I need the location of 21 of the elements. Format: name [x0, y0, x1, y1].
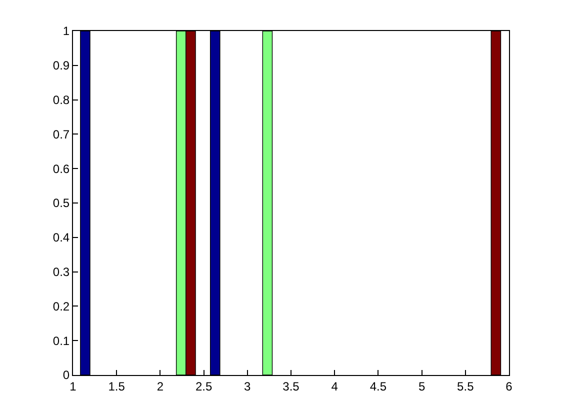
x-tick-label: 2	[156, 379, 164, 394]
x-tick-label: 3	[244, 379, 252, 394]
y-tick-label: 0.1	[52, 334, 70, 348]
x-tick-label: 5	[418, 379, 426, 394]
y-tick-label: 0.9	[52, 58, 70, 73]
x-tick-label: 6	[506, 379, 513, 394]
x-tick-label: 2.5	[195, 379, 212, 394]
y-tick-label: 0.7	[52, 127, 70, 142]
y-tick-label: 0.6	[52, 162, 70, 176]
x-tick-label: 1.5	[108, 379, 126, 394]
y-tick-label: 0.5	[52, 196, 70, 210]
y-tick-label: 0.4	[52, 230, 70, 245]
y-tick-label: 0.2	[52, 299, 70, 314]
y-tick-label: 1	[62, 24, 70, 38]
x-tick-label: 3.5	[282, 379, 300, 394]
y-tick-label: 0.8	[52, 93, 70, 107]
y-tick-label: 0.3	[52, 265, 70, 279]
y-tick-label: 0	[62, 368, 70, 382]
x-tick-label: 4.5	[370, 379, 387, 394]
x-tick-label: 4	[331, 379, 338, 394]
x-tick-label: 5.5	[457, 379, 474, 394]
